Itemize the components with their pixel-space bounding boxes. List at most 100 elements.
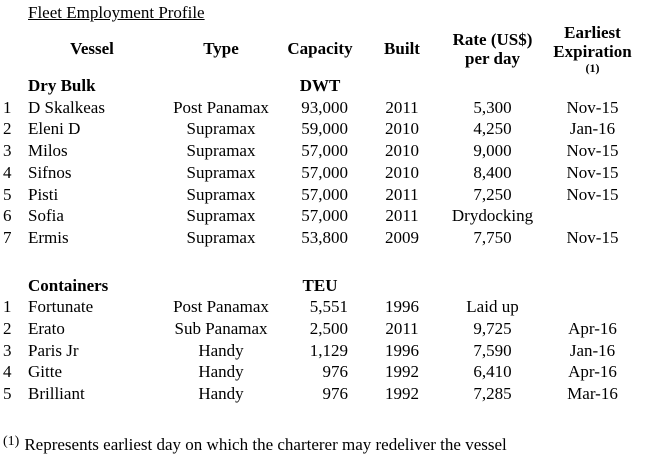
vessel-capacity: 59,000: [301, 119, 348, 139]
vessel-expiration: Jan-16: [569, 119, 616, 139]
vessel-built: 1992: [385, 384, 419, 404]
vessel-expiration: [535, 205, 650, 227]
row-number: 5: [3, 184, 12, 204]
vessel-rate: 7,250: [473, 184, 512, 204]
row-number: 5: [3, 384, 12, 404]
vessel-type: Supramax: [186, 227, 256, 247]
table-row: 1 D Skalkeas Post Panamax 93,000 2011 5,300 No…: [0, 97, 650, 119]
vessel-built: 1996: [385, 297, 419, 317]
containers-section: Containers TEU 1 Fortunate Post Panamax 5,5…: [0, 275, 650, 405]
vessel-capacity: 57,000: [301, 206, 348, 226]
vessel-built: 2011: [385, 206, 419, 226]
vessel-rate: 4,250: [473, 119, 512, 139]
vessel-built: 2010: [385, 162, 419, 182]
row-number: 2: [3, 119, 12, 139]
footnote-text: Represents earliest day on which the cha…: [24, 435, 507, 454]
vessel-name: Pisti: [28, 184, 59, 204]
vessel-built: 2011: [385, 319, 419, 339]
vessel-rate: 6,410: [473, 362, 512, 382]
vessel-name: Sifnos: [28, 162, 72, 182]
expiration-column-header: Earliest Expiration (1): [535, 22, 650, 75]
vessel-type: Handy: [198, 340, 244, 360]
vessel-type: Supramax: [186, 184, 256, 204]
vessel-type: Post Panamax: [173, 297, 269, 317]
expiration-header-line1: Earliest: [564, 22, 621, 42]
row-number: 4: [3, 162, 12, 182]
vessel-built: 2011: [385, 184, 419, 204]
vessel-built: 2009: [385, 227, 419, 247]
vessel-rate: 7,750: [473, 227, 512, 247]
vessel-rate: Drydocking: [451, 206, 534, 226]
fleet-employment-table: Vessel Type Capacity Built Rate (US$) pe…: [0, 22, 650, 405]
vessel-capacity: 976: [322, 362, 349, 382]
vessel-capacity: 2,500: [309, 319, 348, 339]
expiration-header-line2: Expiration: [553, 41, 632, 61]
section-gap: [0, 249, 650, 275]
vessel-type: Sub Panamax: [174, 319, 268, 339]
vessel-rate: 5,300: [473, 97, 512, 117]
expiration-footnote-marker: (1): [585, 60, 600, 75]
vessel-expiration: Nov-15: [566, 227, 619, 247]
vessel-expiration: Nov-15: [566, 184, 619, 204]
section-title: Containers: [28, 275, 109, 295]
vessel-expiration: Mar-16: [567, 384, 618, 404]
capacity-unit: DWT: [299, 76, 341, 95]
footnote-marker: (1): [3, 434, 20, 449]
table-row: 6 Sofia Supramax 57,000 2011 Drydocking: [0, 205, 650, 227]
section-header-row: Containers TEU: [0, 275, 650, 297]
vessel-type: Supramax: [186, 141, 256, 161]
vessel-capacity: 57,000: [301, 162, 348, 182]
table-row: 4 Gitte Handy 976 1992 6,410 Apr-16: [0, 361, 650, 383]
vessel-capacity: 5,551: [309, 297, 348, 317]
vessel-built: 2010: [385, 119, 419, 139]
row-number: 1: [3, 97, 12, 117]
vessel-name: Fortunate: [28, 297, 94, 317]
section-title: Dry Bulk: [28, 76, 96, 95]
table-row: 7 Ermis Supramax 53,800 2009 7,750 Nov-15: [0, 227, 650, 249]
row-number: 7: [3, 227, 12, 247]
section-header-row: Dry Bulk DWT: [0, 75, 650, 97]
vessel-capacity: 93,000: [301, 97, 348, 117]
vessel-type: Supramax: [186, 119, 256, 139]
vessel-expiration: [535, 296, 650, 318]
vessel-type: Post Panamax: [173, 97, 269, 117]
vessel-built: 2010: [385, 141, 419, 161]
vessel-built: 1992: [385, 362, 419, 382]
vessel-capacity: 976: [322, 384, 349, 404]
vessel-rate: 7,285: [473, 384, 512, 404]
vessel-name: Ermis: [28, 227, 69, 247]
table-row: 5 Pisti Supramax 57,000 2011 7,250 Nov-15: [0, 184, 650, 206]
vessel-expiration: Apr-16: [568, 362, 617, 382]
capacity-column-header: Capacity: [287, 38, 353, 58]
vessel-name: Erato: [28, 319, 65, 339]
vessel-name: Sofia: [28, 206, 64, 226]
row-number: 6: [3, 206, 12, 226]
vessel-rate: 9,000: [473, 141, 512, 161]
vessel-type: Handy: [198, 362, 244, 382]
vessel-rate: 9,725: [473, 319, 512, 339]
vessel-expiration: Jan-16: [569, 340, 616, 360]
vessel-type: Supramax: [186, 206, 256, 226]
vessel-built: 2011: [385, 97, 419, 117]
row-number: 2: [3, 319, 12, 339]
vessel-name: D Skalkeas: [28, 97, 105, 117]
vessel-name: Milos: [28, 141, 68, 161]
vessel-capacity: 53,800: [301, 227, 348, 247]
vessel-rate: 8,400: [473, 162, 512, 182]
vessel-expiration: Nov-15: [566, 162, 619, 182]
vessel-rate: Laid up: [466, 297, 519, 317]
vessel-type: Handy: [198, 384, 244, 404]
table-row: 2 Eleni D Supramax 59,000 2010 4,250 Jan-16: [0, 118, 650, 140]
vessel-capacity: 57,000: [301, 184, 348, 204]
vessel-name: Eleni D: [28, 119, 81, 139]
type-column-header: Type: [203, 38, 239, 58]
dry-bulk-section: Dry Bulk DWT 1 D Skalkeas Post Panamax 93,0…: [0, 75, 650, 249]
table-row: 1 Fortunate Post Panamax 5,551 1996 Laid up: [0, 296, 650, 318]
vessel-rate: 7,590: [473, 340, 512, 360]
built-column-header: Built: [384, 38, 420, 58]
rate-column-header: Rate (US$) per day: [450, 22, 535, 75]
vessel-name: Gitte: [28, 362, 62, 382]
vessel-expiration: Nov-15: [566, 97, 619, 117]
vessel-built: 1996: [385, 340, 419, 360]
table-header-row: Vessel Type Capacity Built Rate (US$) pe…: [0, 22, 650, 75]
